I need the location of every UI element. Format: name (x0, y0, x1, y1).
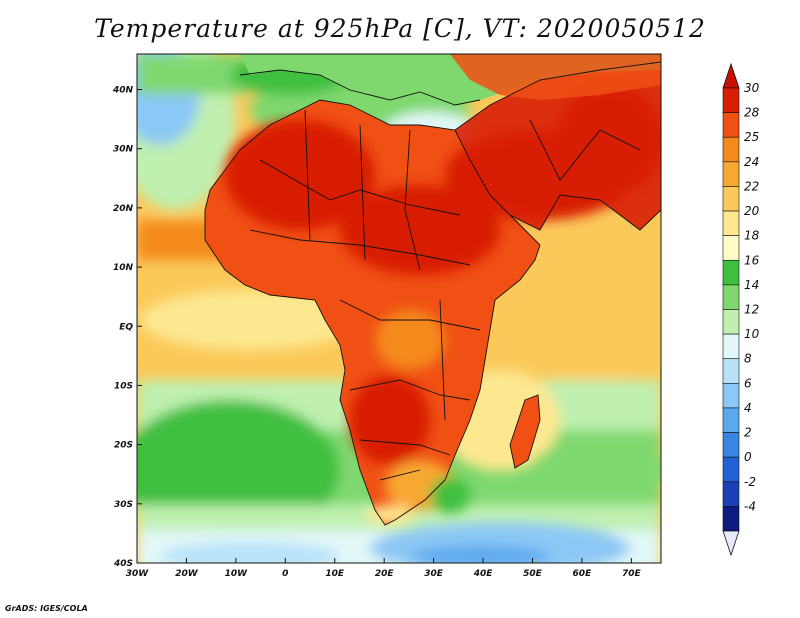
y-axis: 40N 30N 20N 10N EQ 10S 20S 30S 40S (112, 86, 142, 569)
y-tick-label: 20N (113, 204, 134, 214)
temperature-field (137, 54, 661, 563)
colorbar-swatch (722, 259, 740, 286)
colorbar-swatch (722, 87, 740, 113)
colorbar-label: 2 (744, 426, 752, 440)
colorbar-label: 22 (744, 179, 759, 193)
x-tick-label: 20E (375, 569, 395, 579)
colorbar-label: 25 (744, 130, 759, 144)
colorbar-label: 4 (744, 401, 752, 415)
colorbar-label: -4 (744, 499, 756, 513)
x-tick-label: 20W (175, 569, 199, 579)
x-tick-label: 10E (325, 569, 345, 579)
colorbar-label: 10 (744, 327, 760, 341)
colorbar-label: 12 (744, 303, 759, 317)
colorbar-label: 20 (744, 204, 760, 218)
colorbar-swatch (722, 309, 740, 335)
colorbar-label: 18 (744, 229, 760, 243)
colorbar-label: 30 (744, 81, 760, 95)
x-tick-label: 60E (573, 569, 593, 579)
colorbar-swatch (722, 333, 740, 360)
x-tick-label: 30E (424, 569, 444, 579)
map-title: Temperature at 925hPa [C], VT: 202005051… (94, 14, 706, 43)
colorbar-swatch (722, 506, 740, 532)
colorbar-swatch (722, 186, 740, 212)
credit-label: GrADS: IGES/COLA (5, 604, 88, 613)
colorbar-swatch (722, 284, 740, 310)
colorbar-label: 14 (744, 278, 759, 292)
colorbar-label: 8 (744, 352, 752, 366)
colorbar-label: 24 (744, 155, 759, 169)
x-tick-label: 0 (282, 569, 288, 579)
y-tick-label: 40N (112, 86, 134, 96)
x-tick-label: 10W (225, 569, 249, 579)
colorbar-label: 28 (744, 106, 760, 120)
x-tick-label: 40E (473, 569, 494, 579)
x-tick-label: 30W (126, 569, 150, 579)
plot-frame (136, 53, 662, 564)
colorbar-swatch (722, 358, 740, 384)
colorbar-swatch (722, 136, 740, 163)
colorbar-swatch (722, 161, 740, 187)
colorbar-swatch (722, 210, 740, 236)
coastlines (204, 61, 661, 526)
colorbar-label: -2 (744, 475, 756, 489)
x-tick-label: 50E (523, 569, 543, 579)
y-tick-label: 10N (113, 263, 134, 273)
colorbar-label: 0 (744, 450, 752, 464)
colorbar-swatch (722, 235, 740, 261)
colorbar-swatch (722, 112, 740, 138)
colorbar-swatch (722, 407, 740, 433)
colorbar-swatch (722, 383, 740, 409)
y-tick-label: EQ (119, 322, 133, 332)
x-tick-label: 70E (622, 569, 642, 579)
y-tick-label: 20S (114, 441, 133, 451)
colorbar-under-triangle (722, 530, 740, 557)
colorbar-swatch (722, 432, 740, 458)
colorbar-label: 16 (744, 253, 760, 267)
y-tick-label: 10S (114, 381, 133, 391)
colorbar-swatch (722, 481, 740, 507)
y-tick-label: 40S (113, 559, 133, 569)
y-tick-label: 30S (114, 500, 133, 510)
y-tick-label: 30N (113, 145, 134, 155)
colorbar-over-triangle (722, 62, 740, 89)
colorbar-label: 6 (744, 376, 752, 390)
x-axis: 30W 20W 10W 0 10E 20E 30E 40E 50E 60E 70E (126, 558, 642, 579)
colorbar-swatch (722, 456, 740, 483)
